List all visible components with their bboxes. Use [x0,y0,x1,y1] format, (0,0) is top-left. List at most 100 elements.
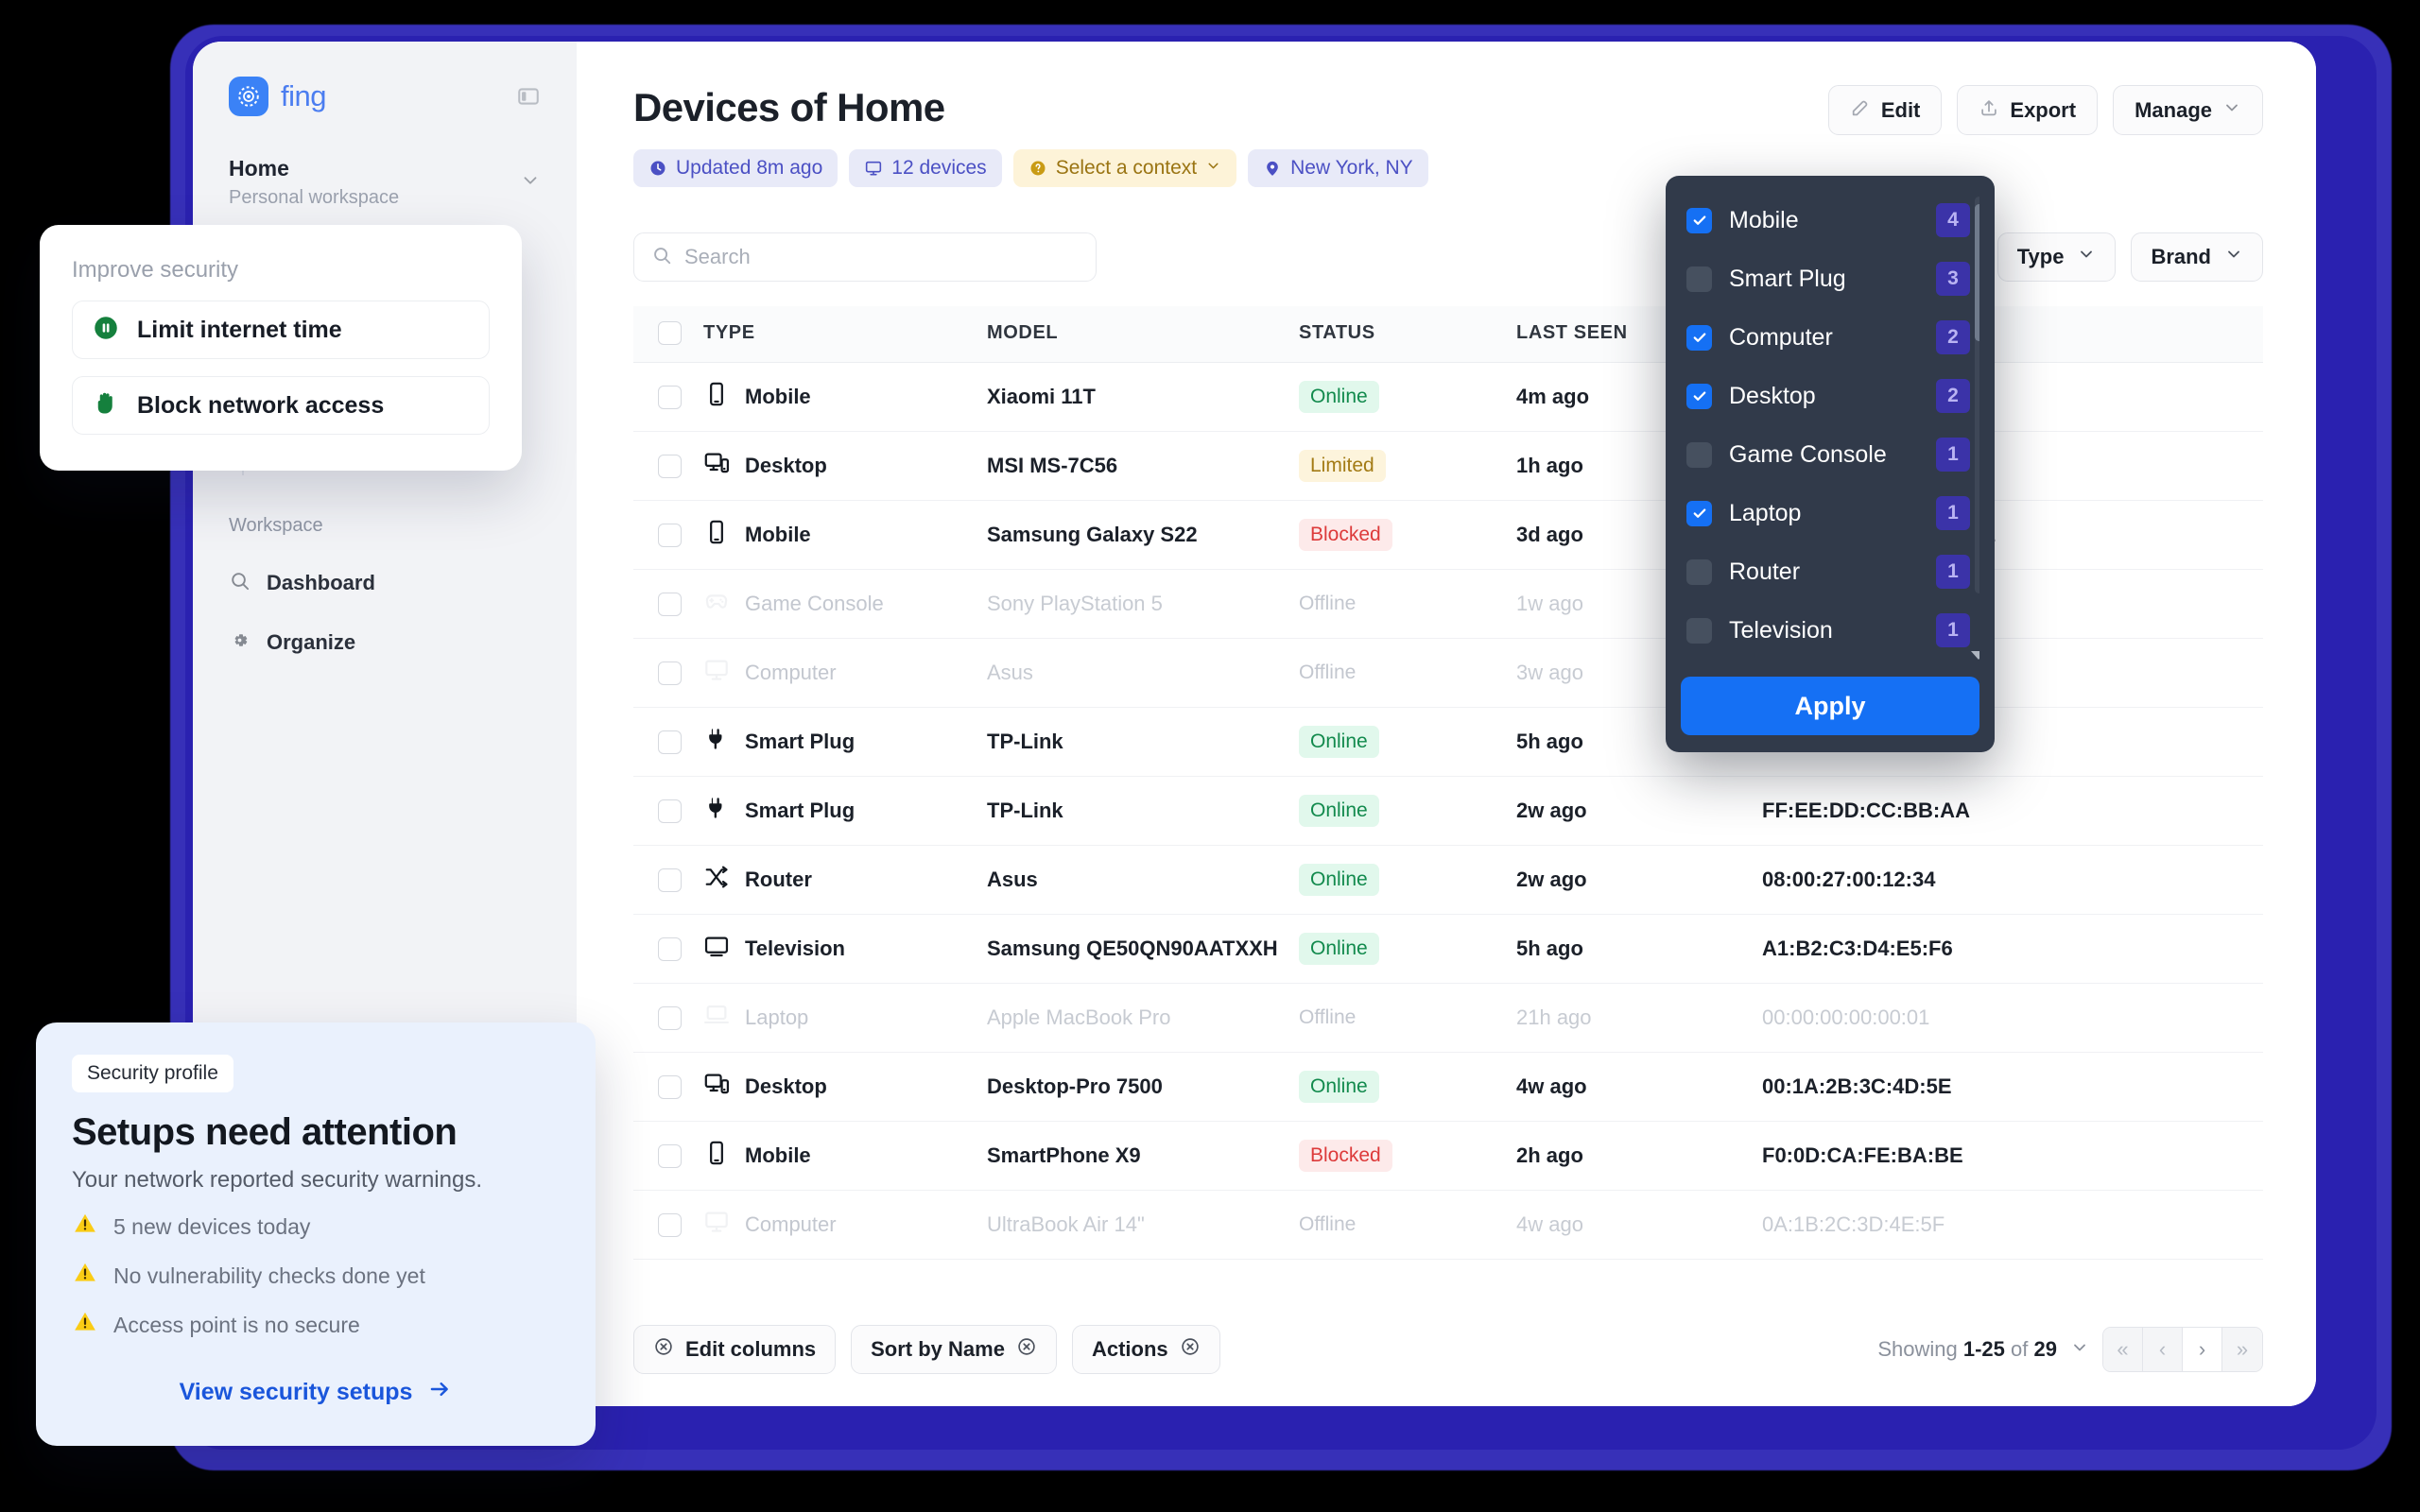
table-row[interactable]: Desktop Desktop-Pro 7500 Online 4w ago 00:1A… [633,1052,2263,1122]
brand[interactable]: fing [229,77,326,116]
checkbox-icon[interactable] [1686,266,1712,292]
chip-updated[interactable]: Updated 8m ago [633,149,838,187]
col-header-model[interactable]: MODEL [987,306,1299,363]
row-checkbox[interactable] [658,1143,682,1168]
option-count: 1 [1936,613,1970,647]
table-row[interactable]: Game Console Sony PlayStation 5 Offline 1w … [633,569,2263,639]
chevron-down-icon [2222,98,2241,123]
chevron-down-icon[interactable] [2070,1338,2089,1362]
table-row[interactable]: Computer UltraBook Air 14" Offline 4w ago 0A… [633,1190,2263,1260]
sidebar-collapse-icon[interactable] [516,84,541,109]
type-filter-option-mobile[interactable]: Mobile 4 [1681,191,1970,249]
device-type-label: Desktop [745,454,827,477]
row-checkbox[interactable] [658,523,682,547]
apply-button[interactable]: Apply [1681,677,1979,735]
checkbox-icon[interactable] [1686,617,1712,644]
warning-label: 5 new devices today [113,1213,311,1239]
cell-model: Asus [987,845,1299,915]
sidebar-brand-row: fing [193,42,577,121]
search-box[interactable] [633,232,1097,282]
block-network-access-button[interactable]: Block network access [72,376,490,435]
table-row[interactable]: Smart Plug TP-Link Online 2w ago FF:EE:DD:CC… [633,776,2263,846]
limit-internet-time-button[interactable]: Limit internet time [72,301,490,359]
type-filter-option-television[interactable]: Television 1 [1681,601,1970,660]
sidebar-item-label: Organize [267,630,356,655]
chip-device-count[interactable]: 12 devices [849,149,1002,187]
row-checkbox[interactable] [658,1074,682,1099]
checkbox-checked-icon[interactable] [1686,383,1712,409]
type-filter-option-game-console[interactable]: Game Console 1 [1681,425,1970,484]
filter-type-button[interactable]: Type [1996,232,2117,282]
sort-by-name-button[interactable]: Sort by Name [851,1325,1057,1374]
col-header-type[interactable]: TYPE [703,306,987,363]
row-checkbox[interactable] [658,454,682,478]
row-checkbox[interactable] [658,936,682,961]
brand-name: fing [281,79,326,112]
checkbox-checked-icon[interactable] [1686,500,1712,526]
status-badge: Online [1299,1071,1379,1103]
type-filter-option-computer[interactable]: Computer 2 [1681,308,1970,367]
improve-security-title: Improve security [72,257,239,283]
cell-type: Desktop [703,431,987,501]
cell-status: Blocked [1299,500,1516,570]
row-checkbox[interactable] [658,1212,682,1237]
row-checkbox[interactable] [658,799,682,823]
table-row[interactable]: Router Asus Online 2w ago 08:00:27:00:12:34 [633,845,2263,915]
row-checkbox[interactable] [658,868,682,892]
workspace-switcher[interactable]: Home Personal workspace [193,121,577,209]
checkbox-checked-icon[interactable] [1686,324,1712,351]
chevron-down-icon[interactable] [1971,651,1979,660]
row-checkbox[interactable] [658,661,682,685]
export-button[interactable]: Export [1957,85,2099,135]
warning-row: 5 new devices today [72,1211,560,1243]
type-filter-option-laptop[interactable]: Laptop 1 [1681,484,1970,542]
row-checkbox[interactable] [658,730,682,754]
warning-row: Access point is no secure [72,1309,560,1341]
cell-type: Router [703,845,987,915]
checkbox-checked-icon[interactable] [1686,207,1712,233]
type-filter-option-smart-plug[interactable]: Smart Plug 3 [1681,249,1970,308]
view-security-setups-link[interactable]: View security setups [72,1377,560,1408]
table-row[interactable]: Mobile SmartPhone X9 Blocked 2h ago F0:0D:CA… [633,1121,2263,1191]
cell-last-seen: 4w ago [1516,1052,1762,1122]
checkbox-icon[interactable] [1686,441,1712,468]
chip-location[interactable]: New York, NY [1248,149,1428,187]
sidebar-item-organize[interactable]: Organize [193,613,577,673]
type-filter-option-router[interactable]: Router 1 [1681,542,1970,601]
filter-brand-button[interactable]: Brand [2131,232,2263,282]
dropdown-scrollbar[interactable] [1975,197,1979,593]
col-header-status[interactable]: STATUS [1299,306,1516,363]
close-circle-icon[interactable] [1180,1336,1201,1363]
checkbox-icon[interactable] [1686,558,1712,585]
manage-button[interactable]: Manage [2113,85,2263,135]
table-row[interactable]: Laptop Apple MacBook Pro Offline 21h ago 00:… [633,983,2263,1053]
search-input[interactable] [684,245,1079,269]
prev-page-button[interactable]: ‹ [2143,1328,2183,1371]
row-checkbox[interactable] [658,1005,682,1030]
status-badge: Online [1299,864,1379,896]
type-filter-option-desktop[interactable]: Desktop 2 [1681,367,1970,425]
status-badge: Offline [1299,593,1357,614]
select-all-checkbox[interactable] [658,321,682,345]
table-row[interactable]: Television Samsung QE50QN90AATXXH Online 5h… [633,914,2263,984]
monitor-icon [864,159,883,178]
first-page-button[interactable]: « [2103,1328,2143,1371]
next-page-button[interactable]: › [2183,1328,2222,1371]
option-label: Smart Plug [1729,265,1846,292]
chevron-down-icon [520,170,541,196]
edit-button[interactable]: Edit [1827,85,1943,135]
edit-columns-button[interactable]: Edit columns [633,1325,837,1374]
row-checkbox[interactable] [658,592,682,616]
row-checkbox[interactable] [658,385,682,409]
close-circle-icon[interactable] [1016,1336,1037,1363]
last-page-button[interactable]: » [2222,1328,2262,1371]
row-select-cell [633,500,703,570]
actions-button[interactable]: Actions [1071,1325,1220,1374]
chip-select-context[interactable]: Select a context [1012,149,1237,187]
sidebar-item-dashboard[interactable]: Dashboard [193,554,577,613]
